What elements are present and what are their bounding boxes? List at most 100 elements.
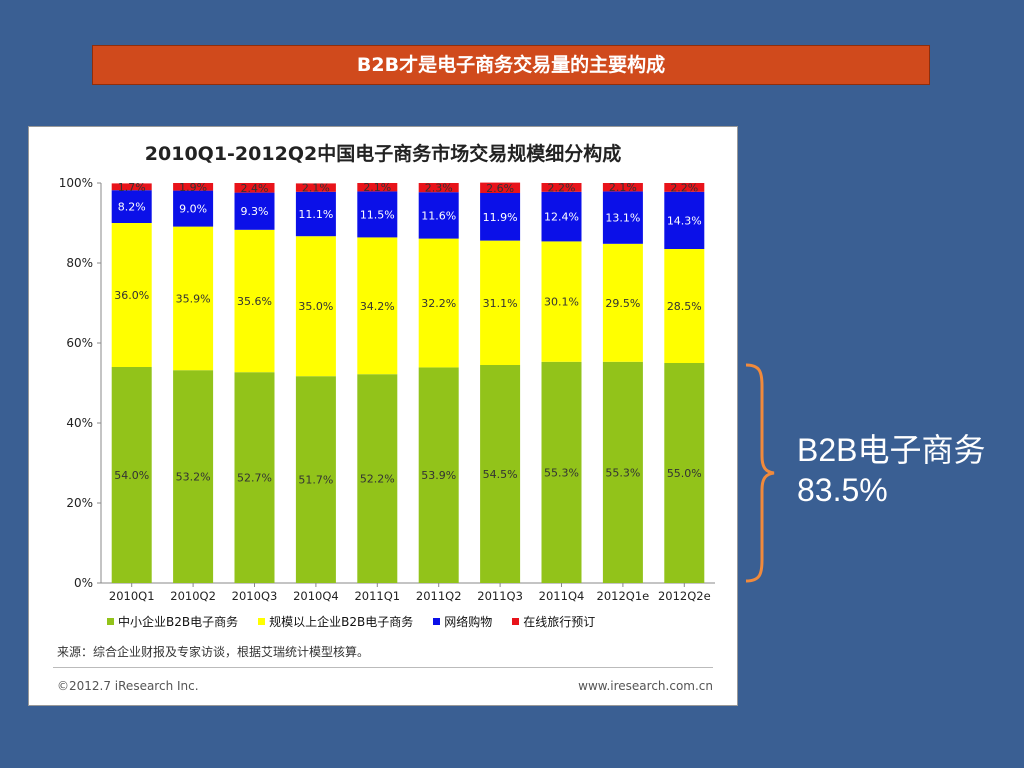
bar-segment bbox=[111, 190, 152, 223]
data-label: 34.2% bbox=[360, 300, 395, 313]
data-label: 1.9% bbox=[179, 181, 207, 194]
data-label: 55.0% bbox=[667, 467, 702, 480]
x-tick-label: 2011Q4 bbox=[539, 589, 585, 603]
bar-segment bbox=[664, 183, 705, 192]
b2b-share-callout: B2B电子商务 83.5% bbox=[797, 430, 986, 510]
chart-legend: 中小企业B2B电子商务 规模以上企业B2B电子商务 网络购物 在线旅行预订 bbox=[107, 613, 595, 630]
x-tick-label: 2012Q2e bbox=[658, 589, 711, 603]
bar-segment bbox=[480, 240, 521, 365]
bar-segment bbox=[602, 361, 643, 583]
bar-segment bbox=[602, 191, 643, 244]
bar-segment bbox=[111, 223, 152, 367]
chart-title: 2010Q1-2012Q2中国电子商务市场交易规模细分构成 bbox=[144, 143, 622, 165]
slide-title-banner: B2B才是电子商务交易量的主要构成 bbox=[92, 45, 930, 85]
legend-label: 中小企业B2B电子商务 bbox=[118, 615, 239, 629]
bar-segment bbox=[234, 183, 275, 193]
data-label: 52.2% bbox=[360, 473, 395, 486]
bar-segment bbox=[295, 376, 336, 583]
data-label: 53.9% bbox=[421, 469, 456, 482]
bar-segment bbox=[357, 183, 398, 192]
data-label: 12.4% bbox=[544, 211, 579, 224]
data-label: 51.7% bbox=[298, 474, 333, 487]
right-curly-brace-icon bbox=[745, 363, 775, 583]
data-label: 54.0% bbox=[114, 469, 149, 482]
bar-segment bbox=[234, 372, 275, 583]
bar-segment bbox=[234, 192, 275, 230]
legend-label: 网络购物 bbox=[444, 615, 493, 629]
bar-segment bbox=[541, 241, 582, 362]
data-label: 35.6% bbox=[237, 295, 272, 308]
data-label: 2.4% bbox=[241, 182, 269, 195]
bar-segment bbox=[173, 226, 214, 371]
legend-swatch bbox=[512, 618, 520, 625]
x-tick-label: 2011Q2 bbox=[416, 589, 462, 603]
legend-swatch bbox=[258, 618, 266, 625]
y-tick-label: 20% bbox=[66, 496, 93, 510]
bar-segment bbox=[664, 363, 705, 583]
bar-segment bbox=[295, 191, 336, 237]
bar-segment bbox=[418, 183, 459, 193]
data-label: 13.1% bbox=[605, 212, 640, 225]
bar-segment bbox=[234, 229, 275, 373]
data-label: 8.2% bbox=[118, 201, 146, 214]
data-label: 55.3% bbox=[544, 466, 579, 479]
data-label: 2.2% bbox=[670, 181, 698, 194]
x-tick-label: 2010Q3 bbox=[232, 589, 278, 603]
bar-segment bbox=[602, 243, 643, 362]
data-label: 11.1% bbox=[298, 208, 333, 221]
data-label: 2.6% bbox=[486, 182, 514, 195]
y-tick-label: 100% bbox=[59, 176, 93, 190]
x-tick-label: 2010Q1 bbox=[109, 589, 155, 603]
data-label: 31.1% bbox=[483, 297, 518, 310]
bar-segment bbox=[541, 361, 582, 583]
bar-segment bbox=[418, 367, 459, 583]
bar-segment bbox=[111, 183, 152, 191]
y-tick-label: 60% bbox=[66, 336, 93, 350]
data-label: 52.7% bbox=[237, 472, 272, 485]
data-label: 11.9% bbox=[483, 211, 518, 224]
data-label: 14.3% bbox=[667, 214, 702, 227]
y-tick-label: 80% bbox=[66, 256, 93, 270]
data-label: 30.1% bbox=[544, 296, 579, 309]
slide-title: B2B才是电子商务交易量的主要构成 bbox=[356, 54, 666, 76]
x-tick-label: 2010Q2 bbox=[170, 589, 216, 603]
x-tick-label: 2011Q3 bbox=[477, 589, 523, 603]
data-label: 35.0% bbox=[298, 300, 333, 313]
data-label: 11.6% bbox=[421, 209, 456, 222]
data-label: 1.7% bbox=[118, 181, 146, 194]
data-label: 2.1% bbox=[363, 181, 391, 194]
data-label: 55.3% bbox=[605, 466, 640, 479]
data-label: 2.2% bbox=[548, 181, 576, 194]
bar-segment bbox=[541, 191, 582, 242]
x-tick-label: 2010Q4 bbox=[293, 589, 339, 603]
bar-segment bbox=[664, 191, 705, 249]
bar-segment bbox=[295, 236, 336, 377]
bar-segment bbox=[602, 183, 643, 192]
bar-segment bbox=[357, 191, 398, 238]
legend-item-large-b2b: 规模以上企业B2B电子商务 bbox=[258, 613, 413, 630]
bar-segment bbox=[111, 367, 152, 583]
chart-source-note: 来源：综合企业财报及专家访谈，根据艾瑞统计模型核算。 bbox=[57, 645, 370, 659]
callout-label: B2B电子商务 bbox=[797, 432, 986, 468]
legend-label: 规模以上企业B2B电子商务 bbox=[269, 615, 414, 629]
data-label: 11.5% bbox=[360, 208, 395, 221]
website-link[interactable]: www.iresearch.com.cn bbox=[578, 679, 713, 693]
bar-segment bbox=[357, 374, 398, 583]
legend-swatch bbox=[107, 618, 114, 625]
data-label: 2.1% bbox=[609, 181, 637, 194]
data-label: 36.0% bbox=[114, 289, 149, 302]
bar-segment bbox=[480, 365, 521, 583]
bar-segment bbox=[173, 370, 214, 583]
legend-swatch bbox=[433, 618, 441, 625]
x-tick-label: 2012Q1e bbox=[597, 589, 650, 603]
bar-segment bbox=[173, 190, 214, 227]
copyright-text: ©2012.7 iResearch Inc. bbox=[57, 679, 199, 693]
chart-panel: 2010Q1-2012Q2中国电子商务市场交易规模细分构成 0% 20% 40% 60… bbox=[28, 126, 738, 706]
data-label: 9.0% bbox=[179, 203, 207, 216]
bar-segment bbox=[418, 238, 459, 368]
bar-segment bbox=[664, 249, 705, 363]
data-label: 2.3% bbox=[425, 182, 453, 195]
data-label: 35.9% bbox=[176, 292, 211, 305]
data-label: 32.2% bbox=[421, 297, 456, 310]
bar-segment bbox=[295, 183, 336, 192]
